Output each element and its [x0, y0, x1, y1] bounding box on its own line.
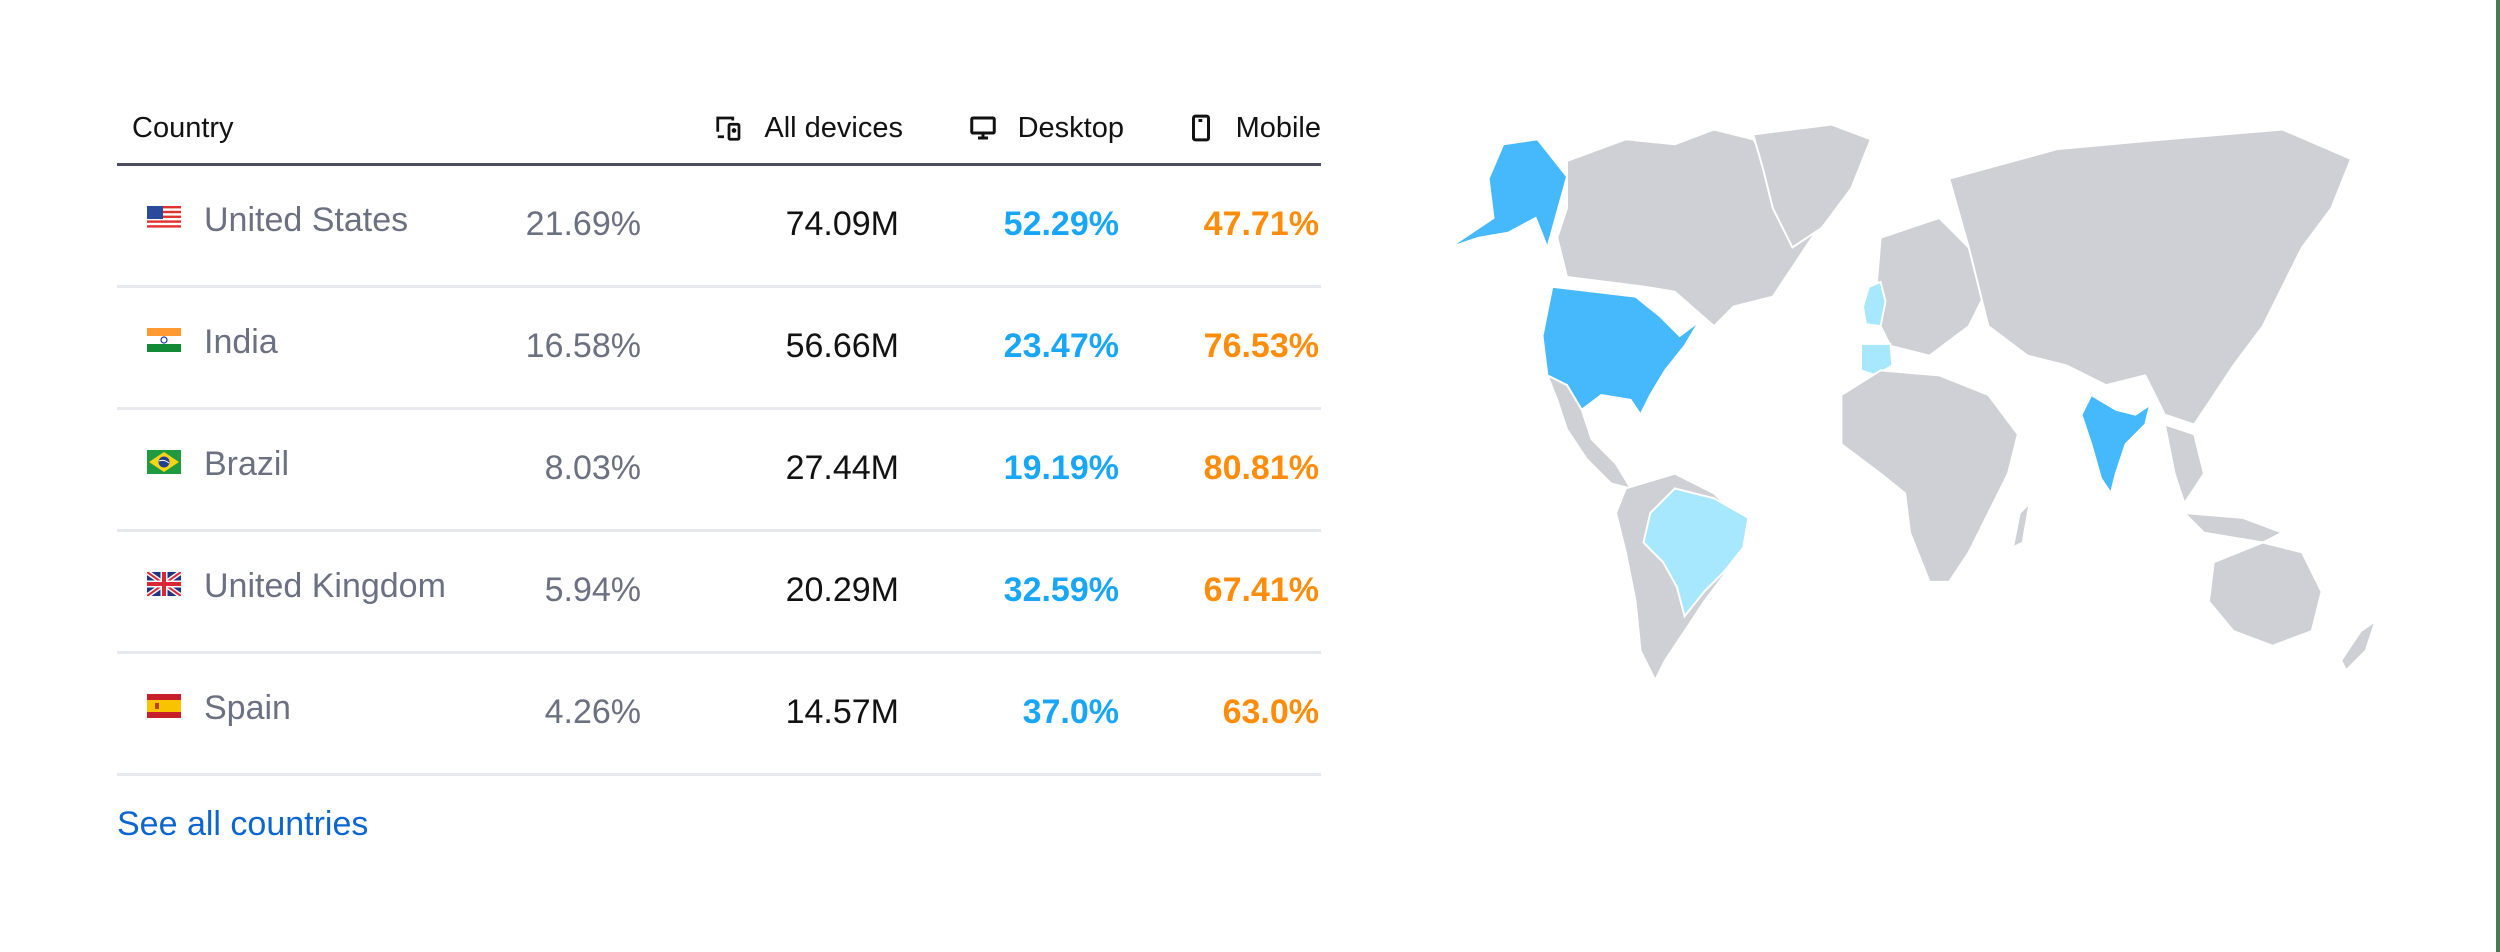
desktop-share: 19.19% [1003, 449, 1119, 487]
traffic-share: 4.26% [544, 693, 641, 731]
all-devices-value: 56.66M [785, 327, 899, 365]
table-row[interactable]: United Kingdom 5.94% 20.29M 32.59% 67.41… [117, 532, 1321, 654]
all-devices-value: 74.09M [785, 205, 899, 243]
map-region-india[interactable] [2080, 393, 2152, 496]
map-region-southeast-asia[interactable] [2163, 423, 2206, 506]
smartphone-icon [1191, 114, 1210, 142]
map-region-canada[interactable] [1556, 128, 1833, 328]
table-header: Country All devices Desktop Mobile [117, 96, 1321, 166]
country-name: United States [204, 201, 409, 239]
traffic-share: 5.94% [544, 571, 641, 609]
column-header-all-devices-label: All devices [764, 112, 903, 144]
traffic-share: 8.03% [544, 449, 641, 487]
map-region-greenland[interactable] [1751, 123, 1873, 249]
traffic-share: 16.58% [525, 327, 641, 365]
desktop-share: 52.29% [1003, 205, 1119, 243]
column-header-desktop[interactable]: Desktop [968, 110, 1124, 146]
mobile-share: 47.71% [1203, 205, 1319, 243]
desktop-share: 37.0% [1022, 693, 1119, 731]
countries-table: Country All devices Desktop Mobile [117, 96, 1321, 776]
table-row[interactable]: Spain 4.26% 14.57M 37.0% 63.0% [117, 654, 1321, 776]
devices-icon [716, 116, 741, 141]
all-devices-value: 14.57M [785, 693, 899, 731]
column-header-all-devices[interactable]: All devices [714, 110, 903, 146]
window-edge-strip [2496, 0, 2500, 952]
table-row[interactable]: United States 21.69% 74.09M 52.29% 47.71… [117, 166, 1321, 288]
map-region-new-zealand[interactable] [2340, 618, 2378, 672]
country-name: Spain [204, 689, 291, 727]
all-devices-value: 27.44M [785, 449, 899, 487]
map-region-asia[interactable] [1947, 128, 2353, 426]
country-name: United Kingdom [204, 567, 446, 605]
traffic-share: 21.69% [525, 205, 641, 243]
map-region-brazil[interactable] [1642, 487, 1750, 619]
column-header-country-label: Country [132, 112, 234, 144]
world-map [1420, 100, 2400, 690]
column-header-desktop-label: Desktop [1017, 112, 1124, 144]
map-region-africa[interactable] [1840, 369, 2019, 583]
table-row[interactable]: Brazil 8.03% 27.44M 19.19% 80.81% [117, 410, 1321, 532]
column-header-mobile[interactable]: Mobile [1186, 110, 1321, 146]
mobile-share: 67.41% [1203, 571, 1319, 609]
map-region-madagascar[interactable] [2011, 500, 2032, 550]
country-name: Brazil [204, 445, 290, 483]
mobile-share: 76.53% [1203, 327, 1319, 365]
column-header-mobile-label: Mobile [1235, 112, 1321, 144]
flag-es-icon [147, 694, 181, 718]
map-region-united-kingdom[interactable] [1861, 280, 1887, 328]
mobile-share: 80.81% [1203, 449, 1319, 487]
flag-br-icon [147, 450, 181, 474]
mobile-share: 63.0% [1222, 693, 1319, 731]
desktop-share: 23.47% [1003, 327, 1119, 365]
flag-gb-icon [147, 572, 181, 596]
all-devices-value: 20.29M [785, 571, 899, 609]
see-all-countries-link[interactable]: See all countries [117, 805, 369, 843]
desktop-share: 32.59% [1003, 571, 1119, 609]
country-name: India [204, 323, 278, 361]
map-region-alaska[interactable] [1448, 138, 1569, 251]
table-row[interactable]: India 16.58% 56.66M 23.47% 76.53% [117, 288, 1321, 410]
flag-us-icon [147, 206, 181, 230]
flag-in-icon [147, 328, 181, 352]
map-region-australia[interactable] [2207, 541, 2323, 647]
monitor-icon [969, 116, 996, 140]
map-region-indonesia[interactable] [2181, 511, 2285, 544]
column-header-country[interactable]: Country [132, 110, 234, 146]
